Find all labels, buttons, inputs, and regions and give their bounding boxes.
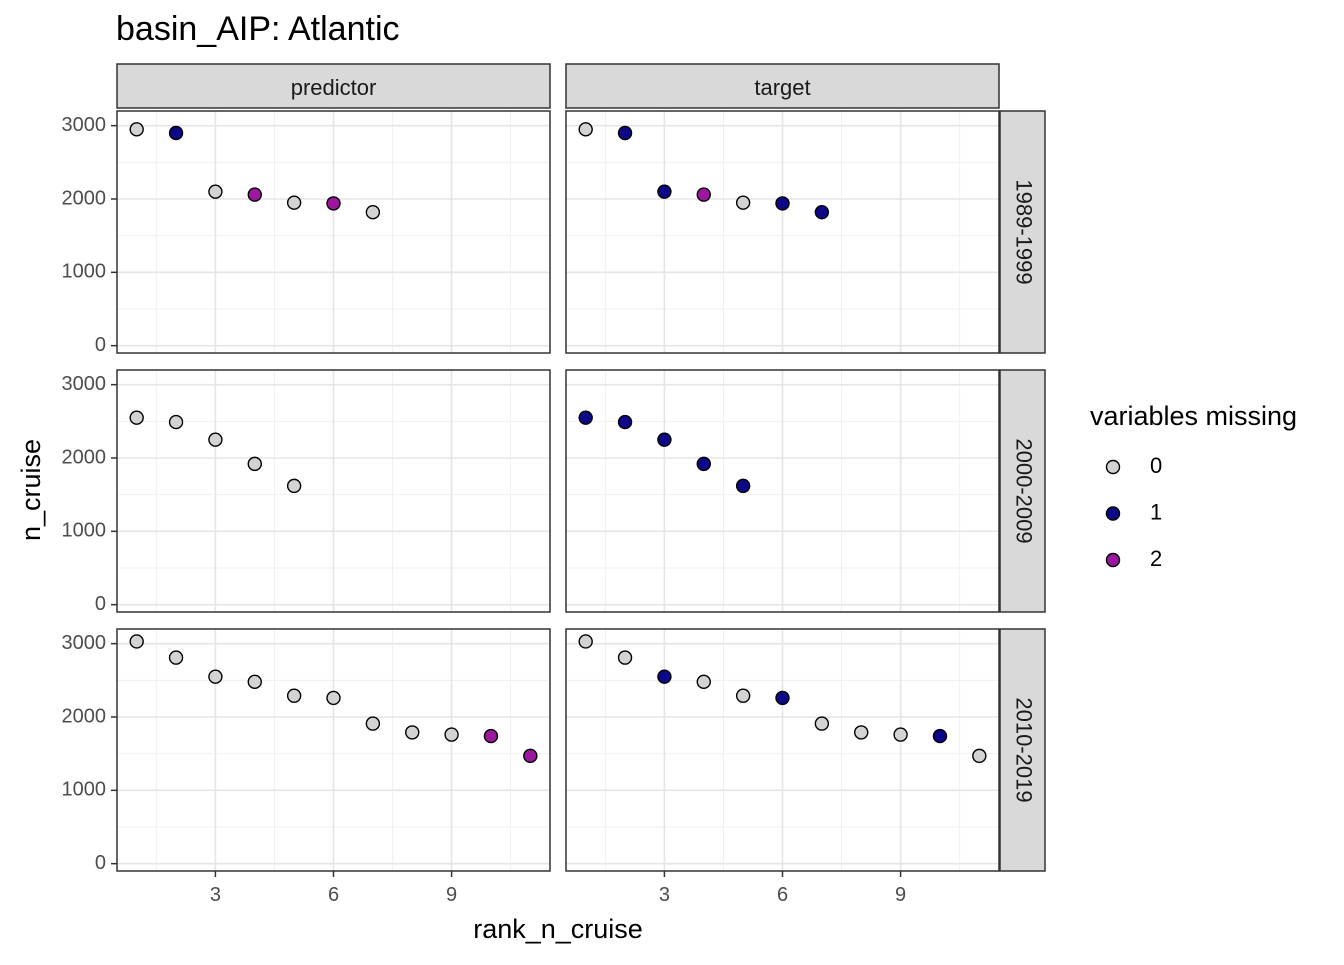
- legend-key: [1105, 552, 1121, 568]
- y-tick-label: 3000: [62, 632, 107, 654]
- y-tick-label: 1000: [62, 261, 107, 283]
- y-axis-title: n_cruise: [16, 439, 46, 541]
- panel: [116, 628, 551, 872]
- data-point: [617, 125, 633, 141]
- x-tick-label: 9: [895, 884, 906, 906]
- data-point: [972, 748, 987, 764]
- y-tick-label: 2000: [62, 705, 107, 727]
- panel-border: [565, 110, 1000, 354]
- x-tick-label: 3: [659, 884, 670, 906]
- data-point: [696, 674, 711, 689]
- y-tick-label: 2000: [62, 187, 107, 209]
- data-point: [775, 196, 790, 211]
- data-point: [657, 432, 672, 447]
- y-tick-label: 2000: [62, 446, 107, 468]
- panel: [116, 369, 551, 613]
- data-point: [932, 728, 948, 744]
- row-strip: [999, 628, 1046, 872]
- panel-border: [116, 369, 551, 613]
- data-point: [893, 727, 908, 742]
- data-point: [365, 204, 381, 220]
- panel-border: [565, 369, 1000, 613]
- data-point: [735, 478, 751, 494]
- legend-label: 0: [1150, 453, 1162, 478]
- data-point: [854, 725, 869, 740]
- y-tick-label: 1000: [62, 779, 107, 801]
- data-point: [617, 650, 633, 665]
- legend-title: variables missing: [1090, 401, 1297, 431]
- data-point: [247, 674, 262, 689]
- x-axis-title: rank_n_cruise: [473, 914, 643, 944]
- data-point: [365, 716, 381, 731]
- column-strip-label: target: [754, 75, 810, 100]
- data-point: [444, 727, 459, 742]
- data-point: [578, 122, 593, 137]
- data-point: [129, 122, 144, 137]
- data-point: [286, 195, 302, 210]
- data-point: [168, 414, 184, 430]
- y-tick-label: 3000: [62, 114, 107, 136]
- data-point: [168, 650, 184, 665]
- data-point: [483, 728, 499, 744]
- data-point: [775, 690, 790, 706]
- data-point: [696, 187, 711, 202]
- data-point: [814, 716, 830, 731]
- column-strip: [565, 63, 1000, 109]
- data-point: [208, 669, 223, 684]
- panel: [116, 110, 551, 354]
- x-tick-label: 3: [210, 884, 221, 906]
- data-point: [735, 195, 751, 210]
- panels-layer: predictor target 1989-1999 2000-2009 2010-20…: [62, 63, 1046, 906]
- data-point: [129, 410, 144, 425]
- data-point: [208, 432, 223, 447]
- y-tick-label: 0: [95, 852, 106, 874]
- data-point: [326, 690, 341, 706]
- data-point: [578, 410, 593, 425]
- y-tick-label: 3000: [62, 373, 107, 395]
- data-point: [657, 669, 672, 684]
- legend-label: 2: [1150, 546, 1162, 571]
- data-point: [696, 456, 711, 472]
- y-tick-label: 0: [95, 593, 106, 615]
- column-strip-label: predictor: [291, 75, 377, 100]
- data-point: [247, 187, 262, 202]
- data-point: [129, 634, 144, 649]
- legend: 0 1 2: [1105, 453, 1162, 571]
- column-strip: [116, 63, 551, 109]
- data-point: [286, 688, 302, 703]
- data-point: [814, 204, 830, 220]
- data-point: [657, 184, 672, 199]
- row-strip-label: 1989-1999: [1012, 179, 1037, 284]
- data-point: [523, 748, 538, 764]
- panel: [565, 110, 1000, 354]
- row-strip: [999, 110, 1046, 354]
- data-point: [286, 478, 302, 494]
- y-tick-label: 1000: [62, 520, 107, 542]
- x-tick-label: 6: [777, 884, 788, 906]
- y-tick-label: 0: [95, 334, 106, 356]
- row-strip-label: 2000-2009: [1012, 438, 1037, 543]
- data-point: [326, 196, 341, 211]
- x-tick-label: 9: [446, 884, 457, 906]
- data-point: [578, 634, 593, 649]
- chart-title: basin_AIP: Atlantic: [116, 10, 400, 48]
- row-strip-label: 2010-2019: [1012, 697, 1037, 802]
- panel: [565, 369, 1000, 613]
- data-point: [735, 688, 751, 703]
- data-point: [168, 125, 184, 141]
- legend-label: 1: [1150, 499, 1162, 524]
- legend-key: [1105, 506, 1121, 521]
- data-point: [617, 414, 633, 430]
- data-point: [247, 456, 262, 472]
- row-strip: [999, 369, 1046, 613]
- panel-border: [116, 110, 551, 354]
- data-point: [405, 725, 420, 740]
- data-point: [208, 184, 223, 199]
- legend-key: [1105, 459, 1121, 475]
- x-tick-label: 6: [328, 884, 339, 906]
- panel: [565, 628, 1000, 872]
